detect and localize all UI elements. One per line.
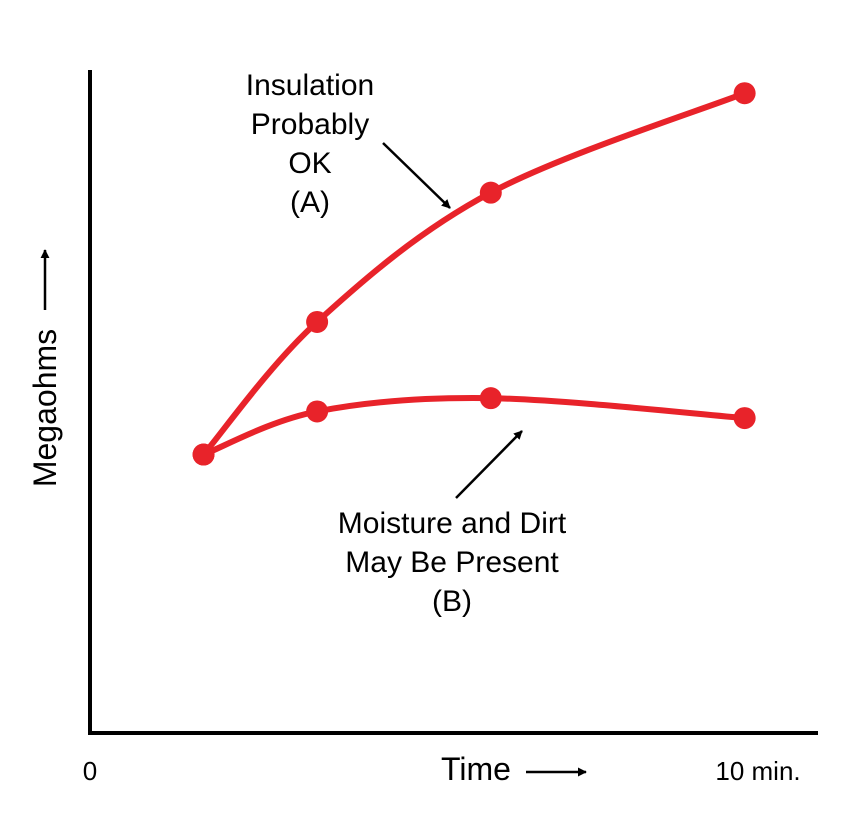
series-a-line	[200, 90, 748, 458]
x-tick-label-0: 0	[83, 756, 97, 786]
series-a-point-4	[733, 82, 756, 105]
series-b-point-3	[479, 387, 502, 410]
series-a-point-3	[479, 181, 502, 204]
series-b-pointer-arrow	[455, 430, 523, 499]
x-tick-label-1: 10 min.	[715, 756, 800, 786]
series-a-label-line-1: Insulation	[246, 69, 374, 102]
x-axis-label: Time	[441, 751, 511, 787]
series-b-label-line-1: Moisture and Dirt	[338, 507, 567, 540]
y-axis-label: Megaohms	[27, 329, 63, 487]
series-a-pointer-arrow	[382, 142, 451, 209]
series-b-line	[200, 395, 748, 458]
series-b-label-line-3: (B)	[432, 585, 472, 618]
series-a-label-line-4: (A)	[290, 186, 330, 219]
series-b-point-2	[306, 400, 329, 423]
series-a-label-line-3: OK	[288, 147, 331, 180]
series-b-label-line-2: May Be Present	[345, 546, 559, 579]
series-a-label-line-2: Probably	[251, 108, 369, 141]
series-a-point-2	[306, 310, 329, 333]
series-b-point-4	[733, 407, 756, 430]
series-b-point-1	[192, 443, 215, 466]
